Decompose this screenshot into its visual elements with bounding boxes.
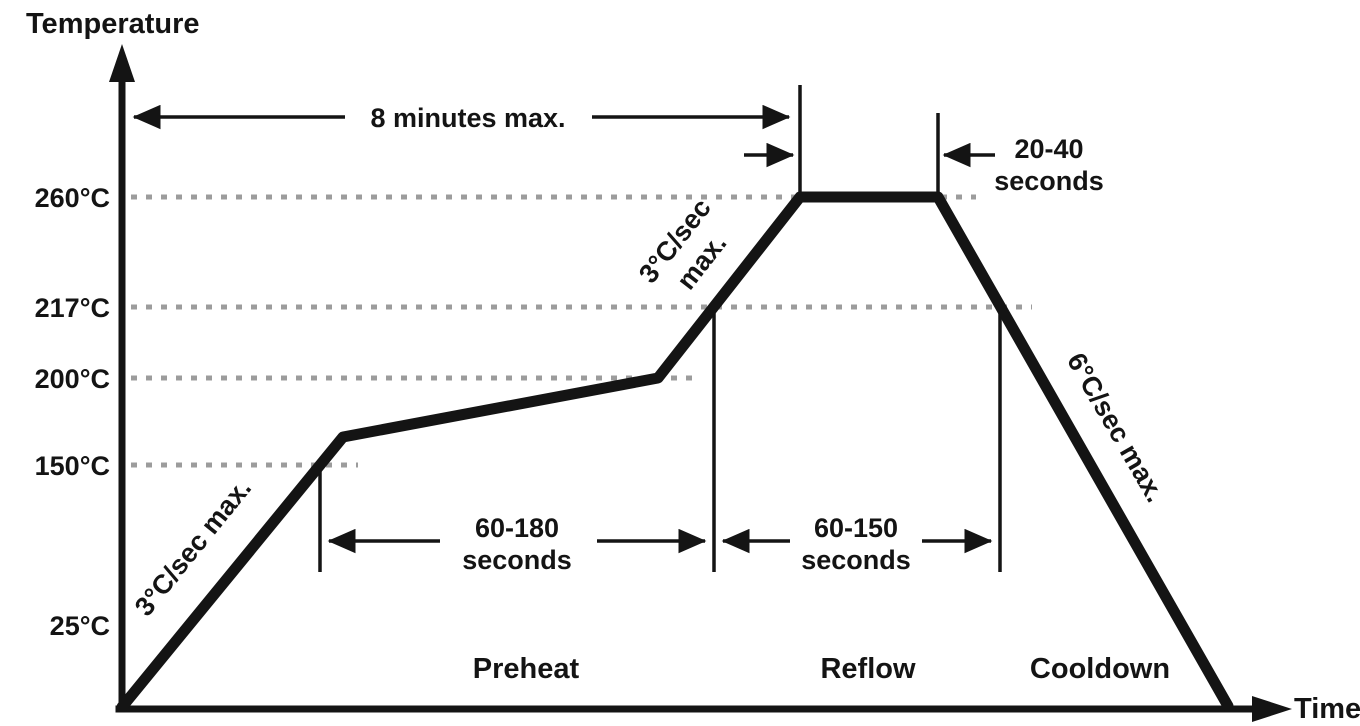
phase-label-preheat: Preheat xyxy=(473,653,580,685)
annotation-reflow-duration-line1: 60-150 xyxy=(814,513,898,543)
phase-label-reflow: Reflow xyxy=(820,653,916,685)
y-tick-200: 200°C xyxy=(35,364,110,394)
annotation-preheat-duration-line1: 60-180 xyxy=(475,513,559,543)
y-axis-arrowhead xyxy=(109,44,135,82)
annotation-preheat-duration-line2: seconds xyxy=(462,545,572,575)
annotation-reflow-duration-line2: seconds xyxy=(801,545,911,575)
annotation-cooldown-rate: 6°C/sec max. xyxy=(1061,348,1170,508)
annotation-total-time: 8 minutes max. xyxy=(370,103,565,133)
annotation-peak-hold-line1: 20-40 xyxy=(1014,134,1083,164)
phase-label-cooldown: Cooldown xyxy=(1030,653,1170,685)
x-axis-title: Time xyxy=(1294,693,1360,725)
marker-lines xyxy=(318,85,1002,572)
dimension-arrows xyxy=(132,104,995,554)
temperature-profile-line xyxy=(116,191,1234,713)
reference-gridlines xyxy=(131,194,1032,468)
y-axis-title: Temperature xyxy=(26,8,200,40)
annotation-ramp1-rate: 3°C/sec max. xyxy=(129,473,257,622)
y-tick-150: 150°C xyxy=(35,451,110,481)
y-tick-25: 25°C xyxy=(50,611,110,641)
axes xyxy=(109,44,1292,722)
y-tick-217: 217°C xyxy=(35,293,110,323)
y-tick-260: 260°C xyxy=(35,183,110,213)
temperature-profile xyxy=(116,191,1234,713)
x-axis-arrowhead xyxy=(1252,696,1292,722)
annotation-peak-hold-line2: seconds xyxy=(994,166,1104,196)
